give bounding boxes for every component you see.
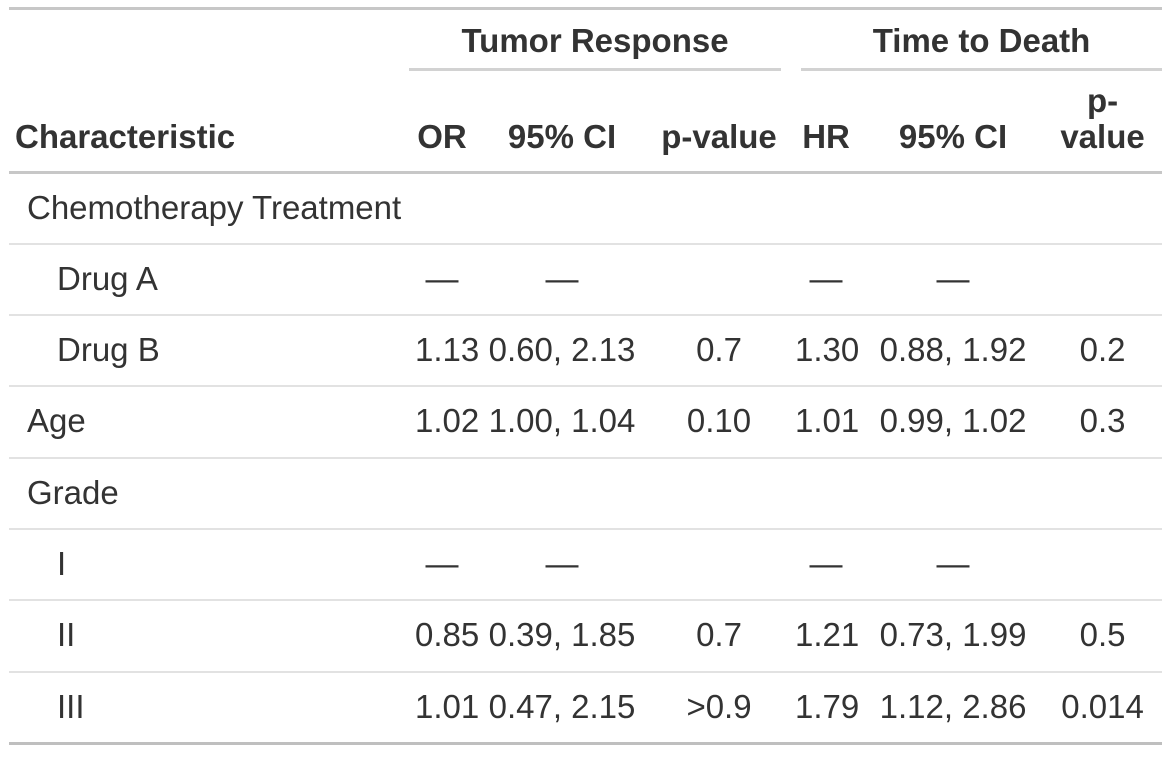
data-cell: 0.10 xyxy=(649,385,790,458)
data-cell: 0.47, 2.15 xyxy=(475,670,649,744)
data-cell: — xyxy=(409,242,475,316)
row-label: Drug A xyxy=(9,242,409,316)
col-header-characteristic: Characteristic xyxy=(9,70,409,174)
spanner-time-to-death: Time to Death xyxy=(789,9,1163,71)
row-label: Chemotherapy Treatment xyxy=(27,188,402,226)
data-cell: 1.12, 2.86 xyxy=(863,670,1044,744)
data-cell xyxy=(863,172,1043,244)
col-header-ci-tr: 95% CI xyxy=(475,70,649,174)
data-cell xyxy=(789,172,863,244)
col-header-ci-ttd: 95% CI xyxy=(863,70,1044,174)
data-cell: 0.7 xyxy=(649,599,790,672)
table-row: Grade xyxy=(9,456,1163,530)
spanner-label-time-to-death: Time to Death xyxy=(872,22,1091,59)
data-cell: 1.13 xyxy=(409,314,479,387)
data-cell xyxy=(475,172,649,244)
data-cell: 0.7 xyxy=(649,314,790,387)
table-row: III 1.01 0.47, 2.15 >0.9 1.79 1.12, 2.86 0.014 xyxy=(9,670,1163,744)
col-header-p-tr: p-value xyxy=(649,70,790,174)
data-cell: 1.30 xyxy=(789,314,864,387)
data-cell: >0.9 xyxy=(649,670,790,744)
data-cell: 1.01 xyxy=(409,670,479,744)
row-label: I xyxy=(9,528,409,601)
col-header-hr: HR xyxy=(789,70,864,174)
data-cell: 0.3 xyxy=(1043,385,1163,458)
data-cell xyxy=(863,456,1044,530)
table-row: Age 1.02 1.00, 1.04 0.10 1.01 0.99, 1.02 0.3 xyxy=(9,385,1163,458)
data-cell xyxy=(789,456,864,530)
spanner-row: Tumor Response Time to Death xyxy=(9,9,1163,71)
data-cell: 0.2 xyxy=(1043,314,1163,387)
table-row: II 0.85 0.39, 1.85 0.7 1.21 0.73, 1.99 0.5 xyxy=(9,599,1163,672)
data-cell: 1.00, 1.04 xyxy=(475,385,649,458)
spanner-blank-cell xyxy=(9,9,409,71)
table-row: Drug B 1.13 0.60, 2.13 0.7 1.30 0.88, 1.92 0.2 xyxy=(9,314,1163,387)
column-header-row: Characteristic OR 95% CI p-value HR 95% … xyxy=(9,70,1163,174)
abbreviations-footnote: Abbreviations: CI = Confidence Interval,… xyxy=(9,741,1163,758)
data-cell: 0.88, 1.92 xyxy=(863,314,1044,387)
data-cell xyxy=(649,242,790,316)
data-cell xyxy=(1043,528,1163,601)
row-label: Grade xyxy=(9,456,409,530)
data-cell xyxy=(1043,172,1162,244)
col-header-or: OR xyxy=(409,70,475,174)
spanner-tumor-response: Tumor Response xyxy=(409,9,789,71)
footnote-row: Abbreviations: CI = Confidence Interval,… xyxy=(9,741,1163,758)
data-cell: — xyxy=(863,242,1044,316)
data-cell: 1.79 xyxy=(789,670,864,744)
data-cell xyxy=(1043,456,1163,530)
data-cell: 0.014 xyxy=(1043,670,1163,744)
col-header-p-ttd: p-value xyxy=(1043,70,1163,174)
data-cell: 0.99, 1.02 xyxy=(863,385,1044,458)
data-cell: 1.21 xyxy=(789,599,864,672)
data-cell xyxy=(409,172,475,244)
data-cell xyxy=(409,456,475,530)
row-label: II xyxy=(9,599,409,672)
data-cell xyxy=(475,456,649,530)
data-cell xyxy=(649,528,790,601)
data-cell: 0.85 xyxy=(409,599,479,672)
data-cell: 0.39, 1.85 xyxy=(475,599,649,672)
regression-summary-table: Tumor Response Time to Death Characteris… xyxy=(9,7,1163,758)
spanner-label-tumor-response: Tumor Response xyxy=(461,22,729,59)
data-cell: — xyxy=(475,528,649,601)
data-cell: — xyxy=(789,528,864,601)
data-cell: 1.01 xyxy=(789,385,864,458)
table-row: Drug A — — — — xyxy=(9,242,1163,316)
data-cell: — xyxy=(475,242,649,316)
data-cell xyxy=(1043,242,1163,316)
row-label: Drug B xyxy=(9,314,409,387)
spanner-underline: Tumor Response xyxy=(409,10,782,71)
table-row: Chemotherapy Treatment xyxy=(9,172,1162,244)
data-cell xyxy=(649,172,789,244)
row-label: III xyxy=(9,670,409,744)
data-cell: 0.5 xyxy=(1043,599,1163,672)
data-cell: 0.73, 1.99 xyxy=(863,599,1044,672)
data-cell: — xyxy=(789,242,864,316)
data-cell: — xyxy=(409,528,475,601)
table-body: Chemotherapy Treatment Drug A — — — — Drug B 1.… xyxy=(9,172,1163,744)
data-cell: 0.60, 2.13 xyxy=(475,314,649,387)
table-row: I — — — — xyxy=(9,528,1163,601)
spanner-underline: Time to Death xyxy=(801,10,1163,71)
data-cell: 1.02 xyxy=(409,385,479,458)
row-label: Age xyxy=(9,385,409,458)
data-cell: — xyxy=(863,528,1044,601)
data-cell xyxy=(649,456,790,530)
